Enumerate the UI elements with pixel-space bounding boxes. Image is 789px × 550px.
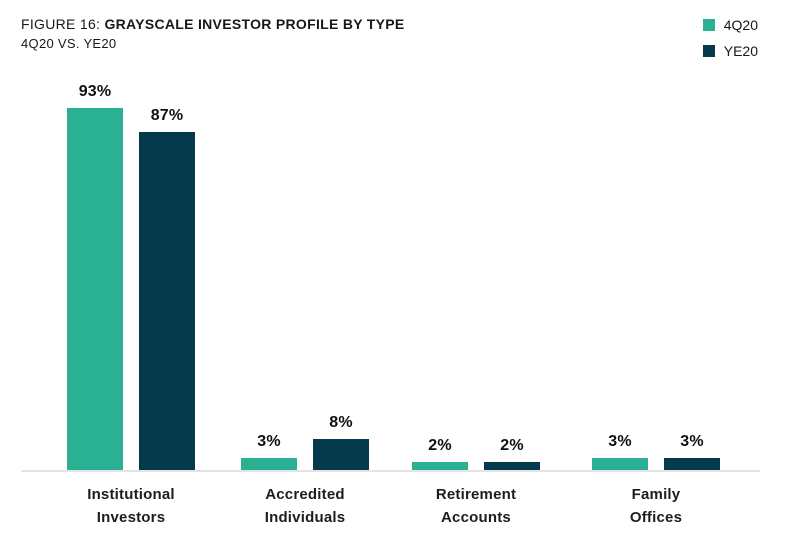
category-label-family-offices: Family Offices (629, 486, 683, 526)
bar-column-4q20-accredited-individuals: 3% (241, 433, 297, 470)
bar-column-4q20-institutional-investors: 93% (67, 83, 123, 470)
legend: 4Q20 YE20 (702, 17, 758, 59)
value-label-4q20-retirement-accounts: 2% (428, 437, 452, 454)
bar-4q20-retirement-accounts (412, 462, 468, 470)
value-label-4q20-institutional-investors: 93% (78, 83, 112, 100)
x-axis-labels: Institutional Investors Accredited Individu… (21, 483, 760, 539)
figure-title: GRAYSCALE INVESTOR PROFILE BY TYPE (104, 16, 405, 32)
bar-column-ye20-family-offices: 3% (664, 433, 720, 470)
value-label-ye20-family-offices: 3% (680, 433, 704, 450)
bar-ye20-retirement-accounts (484, 462, 540, 470)
legend-label-4q20: 4Q20 (723, 17, 758, 33)
legend-label-ye20: YE20 (723, 43, 758, 59)
bar-column-ye20-institutional-investors: 87% (139, 107, 195, 470)
legend-item-4q20: 4Q20 (702, 17, 758, 33)
category-label-retirement-accounts: Retirement Accounts (435, 486, 517, 526)
value-label-4q20-accredited-individuals: 3% (257, 433, 281, 450)
bar-4q20-institutional-investors (67, 108, 123, 470)
value-label-ye20-institutional-investors: 87% (150, 107, 184, 124)
value-label-4q20-family-offices: 3% (608, 433, 632, 450)
chart-title: FIGURE 16: GRAYSCALE INVESTOR PROFILE BY… (21, 16, 405, 32)
legend-swatch-ye20 (702, 45, 715, 57)
bar-4q20-family-offices (592, 458, 648, 470)
legend-swatch-4q20 (702, 19, 715, 31)
category-label-institutional-investors: Institutional Investors (87, 486, 175, 526)
figure-label: FIGURE 16: (21, 16, 101, 32)
value-label-ye20-accredited-individuals: 8% (329, 414, 353, 431)
bar-group-family-offices: 3% 3% (592, 81, 720, 470)
chart-subtitle: 4Q20 VS. YE20 (21, 36, 117, 51)
bar-column-ye20-accredited-individuals: 8% (313, 414, 369, 470)
value-label-ye20-retirement-accounts: 2% (500, 437, 524, 454)
plot-area: 93% 87% 3% 8% 2% 2% 3% 3% (21, 81, 760, 472)
bar-group-retirement-accounts: 2% 2% (412, 81, 540, 470)
bar-ye20-accredited-individuals (313, 439, 369, 470)
bar-column-4q20-retirement-accounts: 2% (412, 437, 468, 470)
category-label-accredited-individuals: Accredited Individuals (264, 486, 346, 526)
bar-ye20-family-offices (664, 458, 720, 470)
bar-column-4q20-family-offices: 3% (592, 433, 648, 470)
bar-ye20-institutional-investors (139, 132, 195, 470)
chart-header: FIGURE 16: GRAYSCALE INVESTOR PROFILE BY… (21, 16, 405, 51)
bar-group-accredited-individuals: 3% 8% (241, 81, 369, 470)
legend-item-ye20: YE20 (702, 43, 758, 59)
bar-column-ye20-retirement-accounts: 2% (484, 437, 540, 470)
bar-4q20-accredited-individuals (241, 458, 297, 470)
bar-group-institutional-investors: 93% 87% (67, 81, 195, 470)
